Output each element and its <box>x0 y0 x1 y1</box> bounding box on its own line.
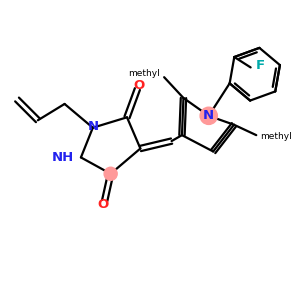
Text: F: F <box>256 59 265 72</box>
Text: methyl: methyl <box>128 69 160 78</box>
Text: NH: NH <box>52 151 74 164</box>
Text: methyl: methyl <box>260 132 292 141</box>
Circle shape <box>104 167 117 180</box>
Circle shape <box>200 107 217 124</box>
Text: O: O <box>133 79 145 92</box>
Text: N: N <box>203 109 214 122</box>
Text: N: N <box>87 120 98 133</box>
Text: O: O <box>98 198 109 211</box>
